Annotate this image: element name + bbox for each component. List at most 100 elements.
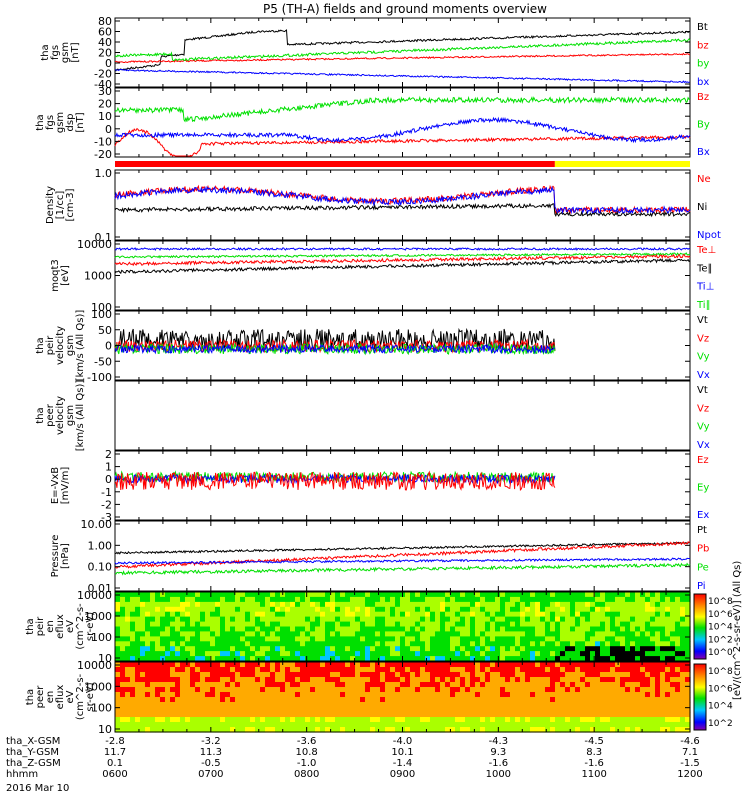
heatmap-cell [500,606,506,613]
heatmap-cell [685,687,691,693]
heatmap-cell [575,606,581,613]
heatmap-cell [380,651,386,657]
heatmap-cell [660,606,666,613]
heatmap-cell [240,662,246,668]
heatmap-cell [535,646,541,652]
heatmap-cell [585,702,591,708]
heatmap-cell [145,606,151,613]
heatmap-cell [600,722,606,728]
heatmap-cell [375,592,381,598]
heatmap-cell [650,606,656,613]
heatmap-cell [445,651,451,657]
heatmap-cell [185,712,191,718]
heatmap-cell [175,662,181,668]
heatmap-cell [430,727,436,733]
heatmap-cell [325,606,331,613]
heatmap-cell [140,707,146,713]
heatmap-cell [545,677,551,683]
heatmap-cell [195,687,201,693]
heatmap-cell [515,677,521,683]
heatmap-cell [510,677,516,683]
y-axis-label: peer [45,403,56,427]
heatmap-cell [275,601,281,608]
heatmap-cell [155,667,161,673]
heatmap-cell [400,611,406,618]
heatmap-cell [595,592,601,598]
heatmap-cell [260,636,266,642]
heatmap-cell [560,667,566,673]
heatmap-cell [595,596,601,603]
heatmap-cell [265,672,271,678]
heatmap-cell [350,717,356,723]
y-axis-label: velocity [55,396,66,435]
heatmap-cell [425,662,431,668]
heatmap-cell [585,606,591,613]
heatmap-cell [235,692,241,698]
heatmap-cell [600,621,606,628]
heatmap-cell [565,631,571,637]
heatmap-cell [120,702,126,708]
heatmap-cell [440,682,446,688]
heatmap-cell [115,727,121,733]
heatmap-cell [290,656,296,662]
heatmap-cell [270,646,276,652]
heatmap-cell [125,636,131,642]
heatmap-cell [575,717,581,723]
heatmap-cell [520,641,526,647]
heatmap-cell [405,636,411,642]
heatmap-cell [665,651,671,657]
heatmap-cell [555,662,561,668]
heatmap-cell [455,682,461,688]
heatmap-cell [205,606,211,613]
heatmap-cell [650,616,656,623]
heatmap-cell [360,636,366,642]
heatmap-cell [255,626,261,632]
heatmap-cell [450,687,456,693]
heatmap-cell [495,722,501,728]
heatmap-cell [355,667,361,673]
heatmap-cell [365,616,371,623]
heatmap-cell [680,677,686,683]
heatmap-cell [675,687,681,693]
heatmap-cell [575,646,581,652]
heatmap-cell [375,697,381,703]
heatmap-cell [265,707,271,713]
heatmap-cell [445,592,451,598]
heatmap-cell [620,592,626,598]
heatmap-cell [440,646,446,652]
heatmap-cell [360,722,366,728]
heatmap-cell [575,687,581,693]
heatmap-cell [160,707,166,713]
heatmap-cell [435,636,441,642]
heatmap-cell [480,651,486,657]
heatmap-cell [480,656,486,662]
heatmap-cell [450,592,456,598]
heatmap-cell [305,646,311,652]
heatmap-cell [615,677,621,683]
heatmap-cell [380,727,386,733]
heatmap-cell [115,687,121,693]
heatmap-cell [220,707,226,713]
heatmap-cell [315,601,321,608]
heatmap-cell [525,626,531,632]
heatmap-cell [455,727,461,733]
heatmap-cell [625,601,631,608]
heatmap-cell [500,636,506,642]
heatmap-cell [175,626,181,632]
heatmap-cell [330,621,336,628]
heatmap-cell [580,611,586,618]
heatmap-cell [465,636,471,642]
heatmap-cell [600,636,606,642]
heatmap-cell [420,667,426,673]
heatmap-cell [230,606,236,613]
heatmap-cell [605,631,611,637]
heatmap-cell [385,697,391,703]
heatmap-cell [665,707,671,713]
heatmap-cell [300,611,306,618]
heatmap-cell [315,611,321,618]
heatmap-cell [195,606,201,613]
heatmap-cell [360,641,366,647]
heatmap-cell [345,697,351,703]
legend-entry: Ni [697,202,707,213]
heatmap-cell [555,641,561,647]
